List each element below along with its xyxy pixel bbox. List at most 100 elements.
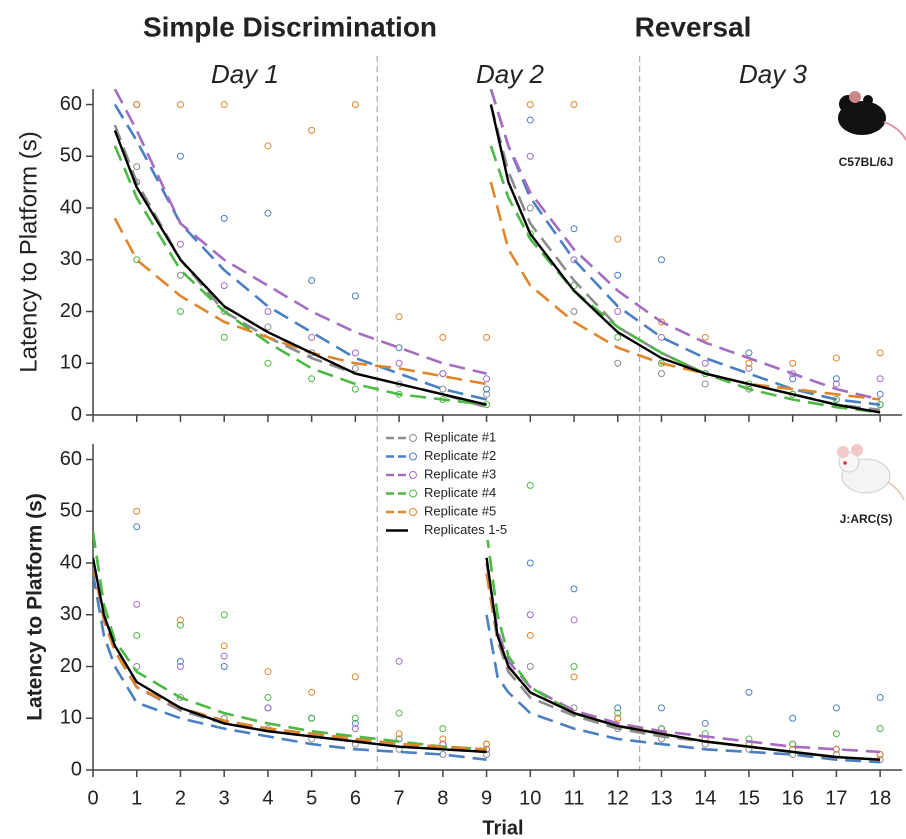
y-tick-label: 30 xyxy=(60,603,82,625)
data-point xyxy=(876,725,884,733)
data-point xyxy=(789,714,797,722)
x-tick-label: 1 xyxy=(131,787,142,809)
data-point xyxy=(657,704,665,712)
data-point xyxy=(176,308,184,316)
data-point xyxy=(832,730,840,738)
data-point xyxy=(176,152,184,160)
data-point xyxy=(789,359,797,367)
data-point xyxy=(657,370,665,378)
data-point xyxy=(832,704,840,712)
fit-curve xyxy=(113,145,881,414)
x-tick-label: 14 xyxy=(694,787,716,809)
data-point xyxy=(526,631,534,639)
fit-curve xyxy=(113,89,881,401)
data-point xyxy=(133,631,141,639)
y-tick-label: 20 xyxy=(60,300,82,322)
data-point xyxy=(876,349,884,357)
phase-title: Reversal xyxy=(635,11,752,42)
data-point xyxy=(526,116,534,124)
x-tick-label: 7 xyxy=(394,787,405,809)
data-point xyxy=(133,163,141,171)
y-tick-label: 20 xyxy=(60,655,82,677)
data-point xyxy=(526,481,534,489)
legend-label: Replicate #5 xyxy=(424,503,496,518)
fit-curve xyxy=(113,181,881,401)
y-tick-label: 0 xyxy=(71,758,82,780)
data-point xyxy=(570,673,578,681)
legend-marker xyxy=(409,471,417,479)
fit-curve xyxy=(93,557,881,761)
data-point xyxy=(439,385,447,393)
data-point xyxy=(264,308,272,316)
data-point xyxy=(614,709,622,717)
x-tick-label: 17 xyxy=(825,787,847,809)
data-point xyxy=(176,621,184,629)
data-point xyxy=(220,333,228,341)
data-point xyxy=(570,663,578,671)
mouse-icon xyxy=(838,91,906,141)
data-point xyxy=(264,668,272,676)
legend-marker xyxy=(409,489,417,498)
x-tick-label: 3 xyxy=(219,787,230,809)
data-point xyxy=(570,585,578,593)
x-tick-label: 4 xyxy=(262,787,273,809)
x-tick-label: 12 xyxy=(607,787,629,809)
data-point xyxy=(745,359,753,367)
data-point xyxy=(701,359,709,367)
data-point xyxy=(133,600,141,608)
x-tick-label: 6 xyxy=(350,787,361,809)
data-point xyxy=(876,750,884,758)
legend-marker xyxy=(409,434,417,442)
data-point xyxy=(133,256,141,264)
data-point xyxy=(176,101,184,109)
data-point xyxy=(701,719,709,727)
mouse-icon xyxy=(837,444,905,501)
y-tick-label: 0 xyxy=(71,403,82,425)
data-point xyxy=(832,380,840,388)
data-point xyxy=(614,714,622,722)
data-point xyxy=(133,523,141,531)
legend-marker xyxy=(409,508,417,516)
data-point xyxy=(351,385,359,393)
data-point xyxy=(220,652,228,660)
y-tick-label: 30 xyxy=(60,248,82,270)
data-point xyxy=(570,256,578,264)
data-point xyxy=(876,694,884,702)
plot-area xyxy=(93,481,884,764)
data-point xyxy=(220,101,228,109)
x-tick-label: 8 xyxy=(437,787,448,809)
y-tick-label: 50 xyxy=(60,145,82,167)
data-point xyxy=(526,559,534,567)
data-point xyxy=(264,694,272,702)
x-tick-label: 5 xyxy=(306,787,317,809)
data-point xyxy=(308,375,316,383)
data-point xyxy=(308,333,316,341)
data-point xyxy=(133,507,141,515)
data-point xyxy=(308,126,316,134)
data-point xyxy=(395,657,403,665)
data-point xyxy=(439,735,447,743)
day-label: Day 1 xyxy=(211,59,279,89)
data-point xyxy=(220,642,228,650)
x-tick-label: 16 xyxy=(782,787,804,809)
data-point xyxy=(176,616,184,624)
data-point xyxy=(614,271,622,279)
data-point xyxy=(308,714,316,722)
data-point xyxy=(176,271,184,279)
data-point xyxy=(483,375,491,383)
data-point xyxy=(526,204,534,212)
data-point xyxy=(789,375,797,383)
legend-marker xyxy=(409,452,417,461)
y-tick-label: 40 xyxy=(60,551,82,573)
legend: Replicate #1 Replicate #2 Replicate #3 Repl… xyxy=(382,428,522,540)
data-point xyxy=(570,225,578,233)
data-point xyxy=(351,349,359,357)
data-point xyxy=(351,292,359,300)
x-tick-label: 15 xyxy=(738,787,760,809)
legend-label: Replicate #4 xyxy=(424,485,496,500)
legend-label: Replicates 1-5 xyxy=(424,522,507,537)
data-point xyxy=(264,704,272,712)
data-point xyxy=(657,256,665,264)
y-tick-label: 10 xyxy=(60,352,82,374)
data-point xyxy=(745,364,753,372)
